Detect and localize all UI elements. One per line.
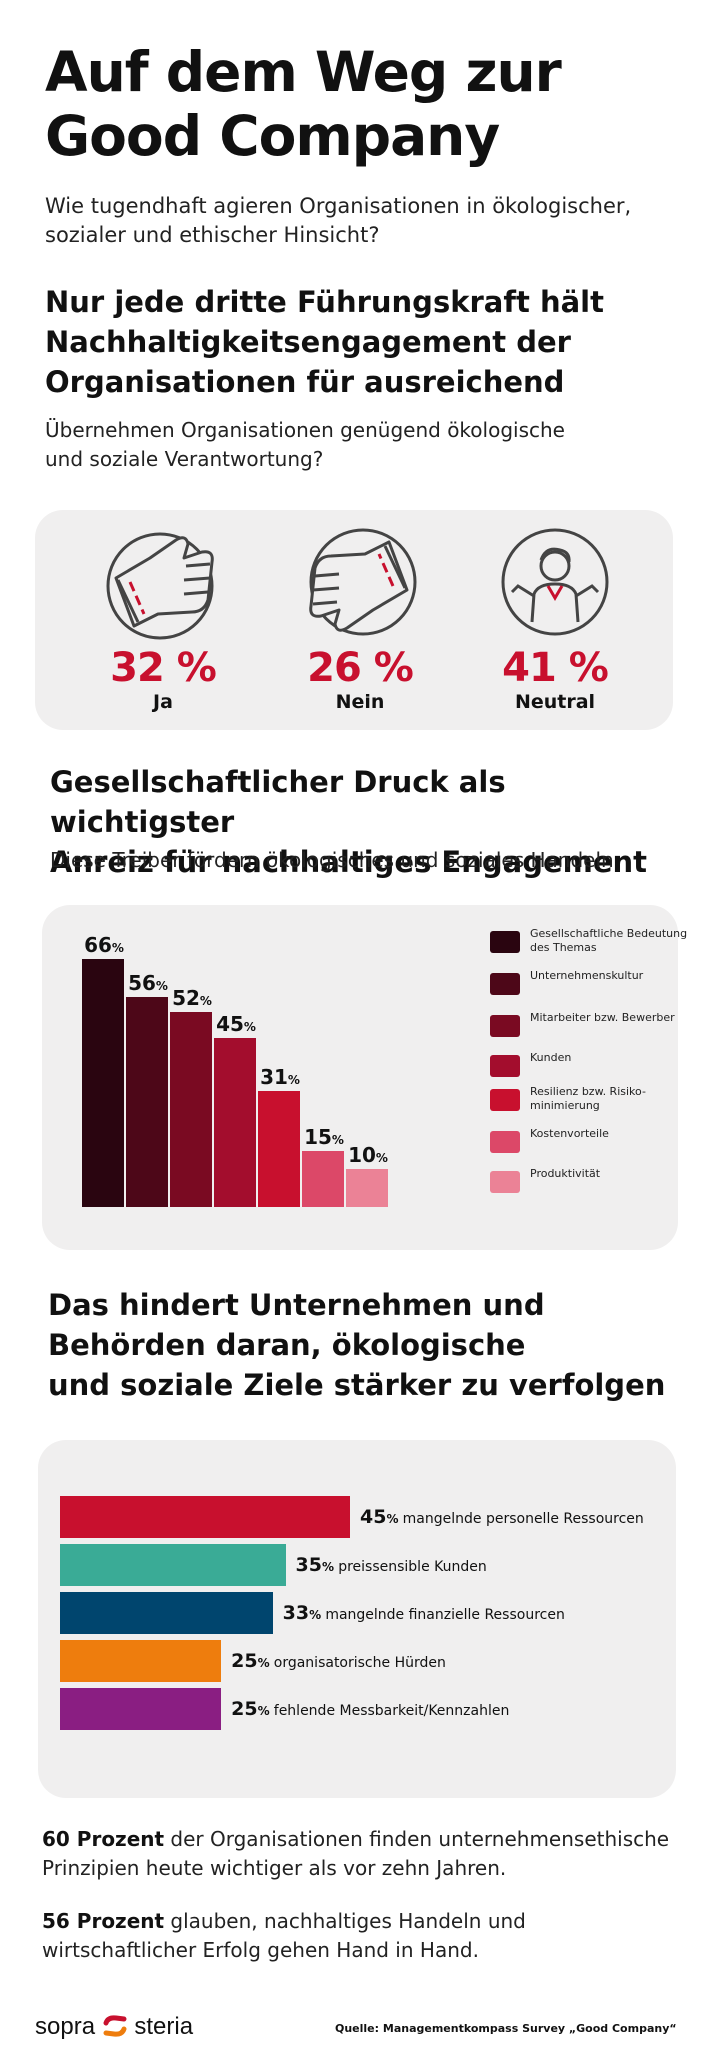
section1-heading: Nur jede dritte Führungskraft hält Nachh… [45,285,604,399]
legend-swatch [490,1055,520,1077]
legend-label: Mitarbeiter bzw. Bewerber [530,1011,675,1024]
driver-bar [258,1090,300,1207]
legend-swatch [490,931,520,953]
drivers-chart-card: 66% 56% 52% 45% 31% 15% 10% Gesellschaftliche … [42,905,687,1250]
barrier-bar [60,1688,222,1730]
legend-label: Produktivität [530,1167,601,1180]
driver-value-label: 66% [84,933,124,957]
legend-label: Unternehmenskultur [530,969,644,982]
source-note: Quelle: Managementkompass Survey „Good C… [335,2022,677,2035]
page-title: Auf dem Weg zur Good Company [45,40,562,168]
barrier-label: 25% fehlende Messbarkeit/Kennzahlen [231,1698,510,1720]
legend-item: Kostenvorteile [490,1127,710,1157]
vote-yes-label: Ja [153,691,173,713]
logo-mark-icon [103,2015,127,2037]
driver-value-label: 45% [216,1011,256,1036]
barrier-label: 35% preissensible Kunden [295,1554,487,1576]
legend-label: Kunden [530,1051,572,1064]
legend-item: Kunden [490,1051,710,1081]
barrier-label: 33% mangelnde finanzielle Ressourcen [282,1602,565,1624]
barrier-label: 45% mangelnde personelle Ressourcen [360,1506,644,1528]
vote-neutral: 41 % Neutral [455,522,655,714]
driver-bar [82,959,124,1207]
barrier-bar [60,1496,350,1538]
drivers-legend: Gesellschaftliche Bedeutung des Themas Un… [490,927,710,1227]
driver-bar [126,996,168,1207]
driver-value-label: 31% [260,1064,300,1089]
fact-56: 56 Prozent glauben, nachhaltiges Handeln… [42,1909,526,1962]
section1-question: Übernehmen Organisationen genügend ökolo… [45,418,565,471]
legend-label: Kostenvorteile [530,1127,609,1140]
legend-item: Mitarbeiter bzw. Bewerber [490,1011,710,1041]
legend-label: Resilienz bzw. Risiko-minimierung [530,1085,646,1112]
shrugging-person-icon [501,528,609,636]
vote-no-pct: 26 % [307,645,414,691]
legend-swatch [490,1131,520,1153]
vote-neutral-label: Neutral [514,691,596,713]
drivers-bar-chart: 66% 56% 52% 45% 31% 15% 10% [42,905,462,1250]
driver-value-label: 15% [304,1124,344,1149]
driver-bar [346,1169,388,1207]
legend-item: Unternehmenskultur [490,969,710,999]
thumbs-down-icon [309,528,417,636]
vote-neutral-pct: 41 % [502,645,609,691]
legend-item: Gesellschaftliche Bedeutung des Themas [490,927,710,957]
driver-value-label: 52% [172,985,212,1010]
vote-no-label: Nein [335,691,385,713]
vote-no: 26 % Nein [260,522,460,714]
driver-value-label: 56% [128,970,168,995]
barrier-bar [60,1640,222,1682]
driver-value-label: 10% [348,1143,388,1168]
section2-heading: Gesellschaftlicher Druck als wichtigster… [50,765,648,879]
vote-yes-pct: 32 % [110,645,217,691]
fact-60: 60 Prozent der Organisationen finden unt… [42,1827,670,1880]
driver-bar [214,1037,256,1207]
barriers-chart-card: 45% mangelnde personelle Ressourcen 35% p… [38,1440,676,1798]
barrier-bar [60,1592,273,1634]
legend-swatch [490,973,520,995]
thumbs-up-icon [106,532,214,640]
driver-bar [302,1150,344,1207]
legend-swatch [490,1089,520,1111]
driver-bar [170,1011,212,1207]
vote-card: 32 % Ja 26 % Nein 41 % Neutral [35,510,673,730]
vote-yes: 32 % Ja [63,522,263,714]
legend-label: Gesellschaftliche Bedeutung des Themas [530,927,688,954]
section3-heading: Das hindert Unternehmen und Behörden dar… [48,1288,666,1402]
section2-subtitle: Diese Treiber fördern ökologisches und s… [50,848,614,872]
sopra-steria-logo: sopra steria [35,2013,194,2040]
legend-swatch [490,1015,520,1037]
page-subtitle: Wie tugendhaft agieren Organisationen in… [45,194,632,247]
barrier-label: 25% organisatorische Hürden [231,1650,446,1672]
legend-item: Produktivität [490,1167,710,1197]
barrier-bar [60,1544,286,1586]
legend-item: Resilienz bzw. Risiko-minimierung [490,1085,710,1115]
legend-swatch [490,1171,520,1193]
